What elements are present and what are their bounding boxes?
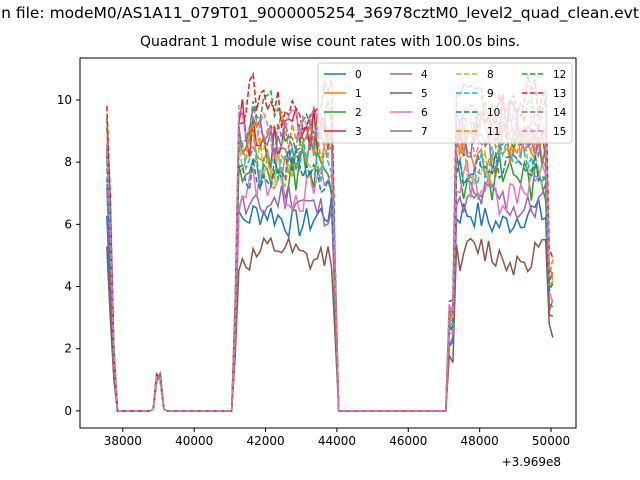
x-tick-label: 46000 <box>389 434 427 448</box>
x-tick-label: 42000 <box>246 434 284 448</box>
legend-label-15: 15 <box>553 126 566 138</box>
y-tick-label: 0 <box>64 404 72 418</box>
series-line-6 <box>106 159 554 412</box>
y-tick-label: 6 <box>64 217 72 231</box>
y-axis: 0 2 4 6 8 10 <box>57 93 80 418</box>
plot-frame <box>79 57 577 429</box>
legend-label-1: 1 <box>355 88 362 100</box>
x-axis: 38000 40000 42000 44000 46000 48000 50000 <box>104 428 570 448</box>
y-tick-label: 2 <box>64 342 72 356</box>
series-line-4 <box>106 180 554 412</box>
x-tick-label: 44000 <box>318 434 356 448</box>
legend-label-12: 12 <box>553 69 566 81</box>
series-line-9 <box>106 137 554 412</box>
legend-label-11: 11 <box>487 126 500 138</box>
legend-label-13: 13 <box>553 88 566 100</box>
x-tick-label: 48000 <box>461 434 499 448</box>
legend-label-2: 2 <box>355 107 362 119</box>
legend-label-10: 10 <box>487 107 500 119</box>
legend-label-7: 7 <box>421 126 428 138</box>
x-tick-label: 40000 <box>175 434 213 448</box>
series-line-10 <box>106 145 554 412</box>
legend-box <box>317 62 573 144</box>
series-line-7 <box>106 113 554 412</box>
legend-label-6: 6 <box>421 107 428 119</box>
x-tick-label: 50000 <box>532 434 570 448</box>
series-line-0 <box>106 195 554 412</box>
y-tick-label: 8 <box>64 155 72 169</box>
y-tick-label: 10 <box>57 93 72 107</box>
legend-label-3: 3 <box>355 126 362 138</box>
x-offset-label: +3.969e8 <box>502 455 561 469</box>
legend-label-14: 14 <box>553 107 567 119</box>
figure-suptitle: n file: modeM0/AS1A11_079T01_9000005254_… <box>1 4 639 22</box>
legend-label-4: 4 <box>421 69 428 81</box>
legend-label-8: 8 <box>487 69 494 81</box>
y-tick-label: 4 <box>64 280 72 294</box>
chart-title: Quadrant 1 module wise count rates with … <box>140 34 520 50</box>
legend-label-5: 5 <box>421 88 428 100</box>
legend-label-9: 9 <box>487 88 494 100</box>
series-line-5 <box>106 235 554 412</box>
legend-label-0: 0 <box>355 69 362 81</box>
x-tick-label: 38000 <box>104 434 142 448</box>
